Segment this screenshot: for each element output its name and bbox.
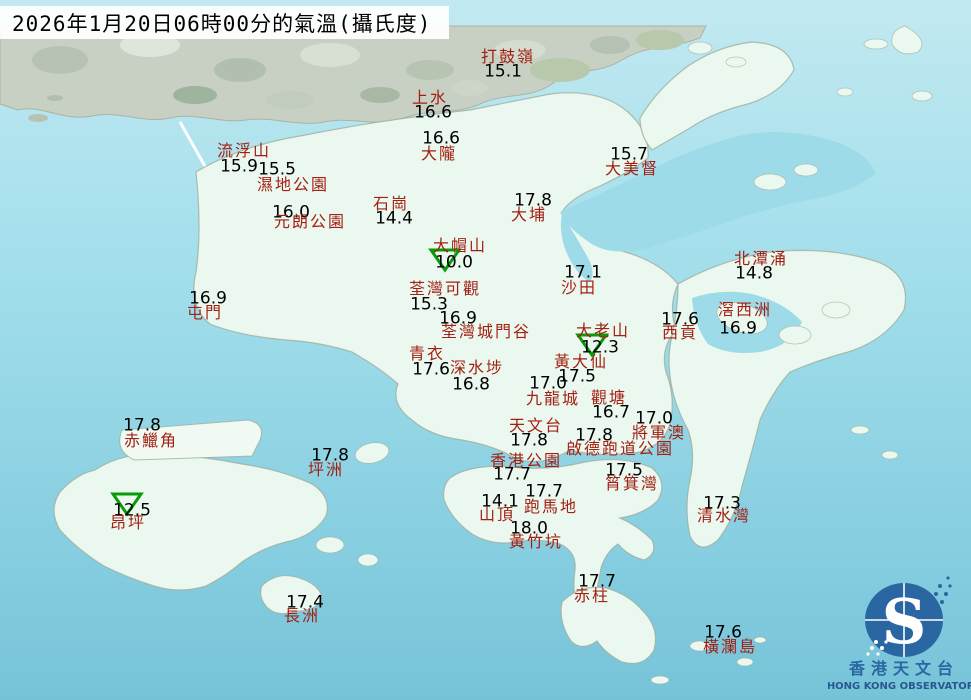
small-islands [315,25,933,685]
hko-logo-swirl: S [882,585,927,658]
hko-logo-halftone-dark [934,576,952,604]
new-territories-land [193,92,679,463]
hko-logo: S 香港天文台 HONG KONG OBSERVATORY [827,556,971,700]
hong-kong-island-land [443,458,663,614]
tolo-harbour-water [560,132,876,252]
shatin-channel-water [560,214,593,282]
lantau-island-land [53,453,328,591]
northeast-nt-land [639,41,795,151]
hko-logo-name-en: HONG KONG OBSERVATORY [828,681,971,692]
hko-logo-name-cn: 香港天文台 [848,659,959,678]
hko-logo-halftone-light [866,640,888,656]
title-bar: 2026年1月20日06時00分的氣溫(攝氏度) [0,6,449,39]
page-title: 2026年1月20日06時00分的氣溫(攝氏度) [12,11,432,36]
airport-island-land [119,419,262,461]
shenzhen-land [0,25,707,124]
lamma-island-land [560,586,657,665]
cheung-chau-island-land [260,575,323,615]
